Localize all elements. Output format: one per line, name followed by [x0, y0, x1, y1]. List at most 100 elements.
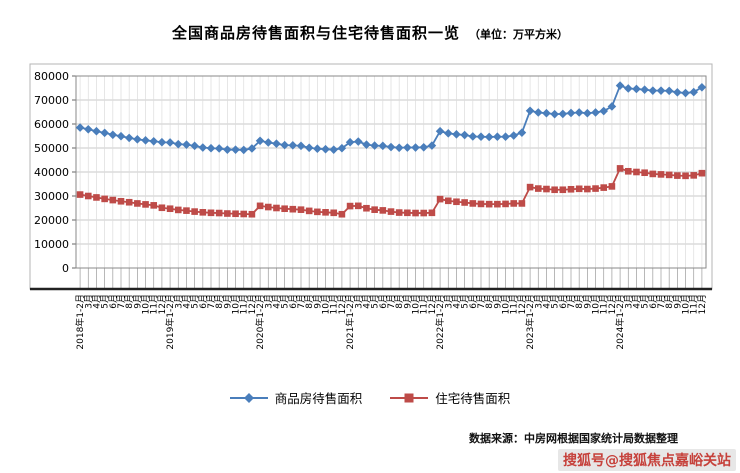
- y-axis-label: 10000: [34, 238, 69, 251]
- square-marker: [624, 167, 632, 175]
- x-axis-label: 9月: [222, 294, 233, 309]
- square-marker: [93, 194, 100, 201]
- diamond-marker: [214, 144, 224, 153]
- x-axis-label: 8月: [484, 294, 495, 309]
- square-marker: [84, 192, 92, 200]
- square-marker: [101, 195, 108, 203]
- diamond-marker: [493, 132, 502, 142]
- x-axis-label: 10月: [321, 294, 332, 314]
- diamond-marker: [648, 86, 658, 95]
- x-axis-label: 9月: [492, 294, 503, 309]
- y-axis-label: 80000: [34, 70, 69, 83]
- square-marker: [134, 200, 141, 207]
- diamond-marker: [427, 141, 437, 150]
- diamond-marker: [542, 108, 551, 118]
- square-marker: [191, 208, 198, 215]
- square-marker: [248, 210, 256, 218]
- x-axis-label: 3月: [173, 294, 184, 309]
- diamond-marker: [272, 139, 281, 148]
- square-marker: [534, 185, 542, 192]
- x-axis-label: 7月: [656, 294, 667, 309]
- x-axis-label: 7月: [116, 294, 127, 309]
- square-marker: [354, 202, 362, 210]
- chart-title-unit: （单位：万平方米）: [469, 28, 569, 41]
- x-axis-label: 6月: [108, 294, 119, 309]
- diamond-marker: [664, 86, 674, 96]
- diamond-marker: [476, 132, 486, 142]
- diamond-marker: [452, 130, 461, 139]
- diamond-marker: [313, 144, 322, 154]
- chart-legend: 商品房待售面积 住宅待售面积: [0, 388, 740, 407]
- diamond-marker: [574, 108, 584, 117]
- x-axis-label: 5月: [460, 294, 471, 309]
- diamond-marker: [550, 109, 559, 119]
- diamond-marker: [501, 132, 510, 142]
- square-marker: [289, 205, 297, 213]
- x-axis-label: 4月: [181, 294, 192, 309]
- x-axis-label: 4月: [361, 294, 372, 309]
- square-marker: [600, 184, 608, 191]
- x-axis-label: 10月: [231, 294, 242, 314]
- x-axis-label: 3月: [263, 294, 274, 309]
- x-axis-label: 7月: [476, 294, 487, 309]
- x-axis-label: 8月: [394, 294, 405, 309]
- diamond-marker: [255, 136, 265, 146]
- diamond-marker: [108, 130, 118, 140]
- diamond-marker: [206, 143, 216, 153]
- x-axis-label: 2019年1-2月: [164, 294, 176, 350]
- square-marker: [322, 209, 329, 216]
- chart-border: [29, 63, 713, 290]
- x-axis-label: 11月: [239, 294, 250, 314]
- diamond-marker: [484, 132, 494, 142]
- y-axis-label: 50000: [34, 142, 69, 155]
- diamond-marker: [615, 81, 625, 90]
- x-axis-label: 8月: [304, 294, 315, 309]
- square-marker: [436, 195, 444, 203]
- x-axis-label: 10月: [411, 294, 422, 314]
- diamond-marker: [263, 138, 273, 147]
- diamond-marker: [517, 128, 527, 137]
- diamond-marker: [468, 132, 478, 141]
- square-marker: [150, 202, 158, 209]
- square-marker: [559, 186, 567, 194]
- square-marker: [109, 196, 117, 204]
- square-marker: [575, 185, 583, 193]
- x-axis-label: 4月: [91, 294, 102, 309]
- diamond-marker: [558, 109, 568, 119]
- diamond-marker: [157, 137, 167, 147]
- x-axis-label: 11月: [329, 294, 340, 314]
- legend-marker-diamond: [229, 392, 268, 403]
- y-axis-label: 70000: [34, 94, 69, 107]
- diamond-marker: [525, 106, 535, 116]
- diamond-marker: [165, 138, 175, 147]
- x-axis-label: 2022年1-2月: [434, 294, 446, 350]
- square-marker: [608, 183, 616, 190]
- diamond-marker: [378, 141, 388, 151]
- diamond-marker: [411, 143, 420, 152]
- square-marker: [273, 204, 280, 212]
- square-marker: [567, 185, 575, 193]
- square-marker: [633, 168, 640, 176]
- x-axis-label: 3月: [533, 294, 544, 309]
- square-marker: [404, 209, 411, 217]
- x-axis-label: 6月: [468, 294, 479, 309]
- legend-label: 商品房待售面积: [274, 391, 363, 406]
- diamond-marker: [591, 108, 600, 117]
- x-axis-label: 5月: [370, 294, 381, 309]
- diamond-marker: [231, 145, 240, 154]
- square-marker: [616, 165, 624, 172]
- diamond-marker: [681, 88, 690, 98]
- square-marker: [453, 198, 460, 206]
- square-marker: [142, 201, 149, 208]
- x-axis-label: 3月: [83, 294, 94, 309]
- x-axis-label: 12月: [157, 294, 168, 314]
- diamond-marker: [386, 142, 396, 152]
- diamond-marker: [697, 82, 707, 92]
- diamond-marker: [566, 108, 576, 118]
- square-marker: [330, 209, 338, 217]
- diamond-marker: [345, 137, 355, 147]
- square-marker: [387, 208, 395, 215]
- square-marker: [461, 199, 468, 206]
- diamond-marker: [223, 145, 232, 154]
